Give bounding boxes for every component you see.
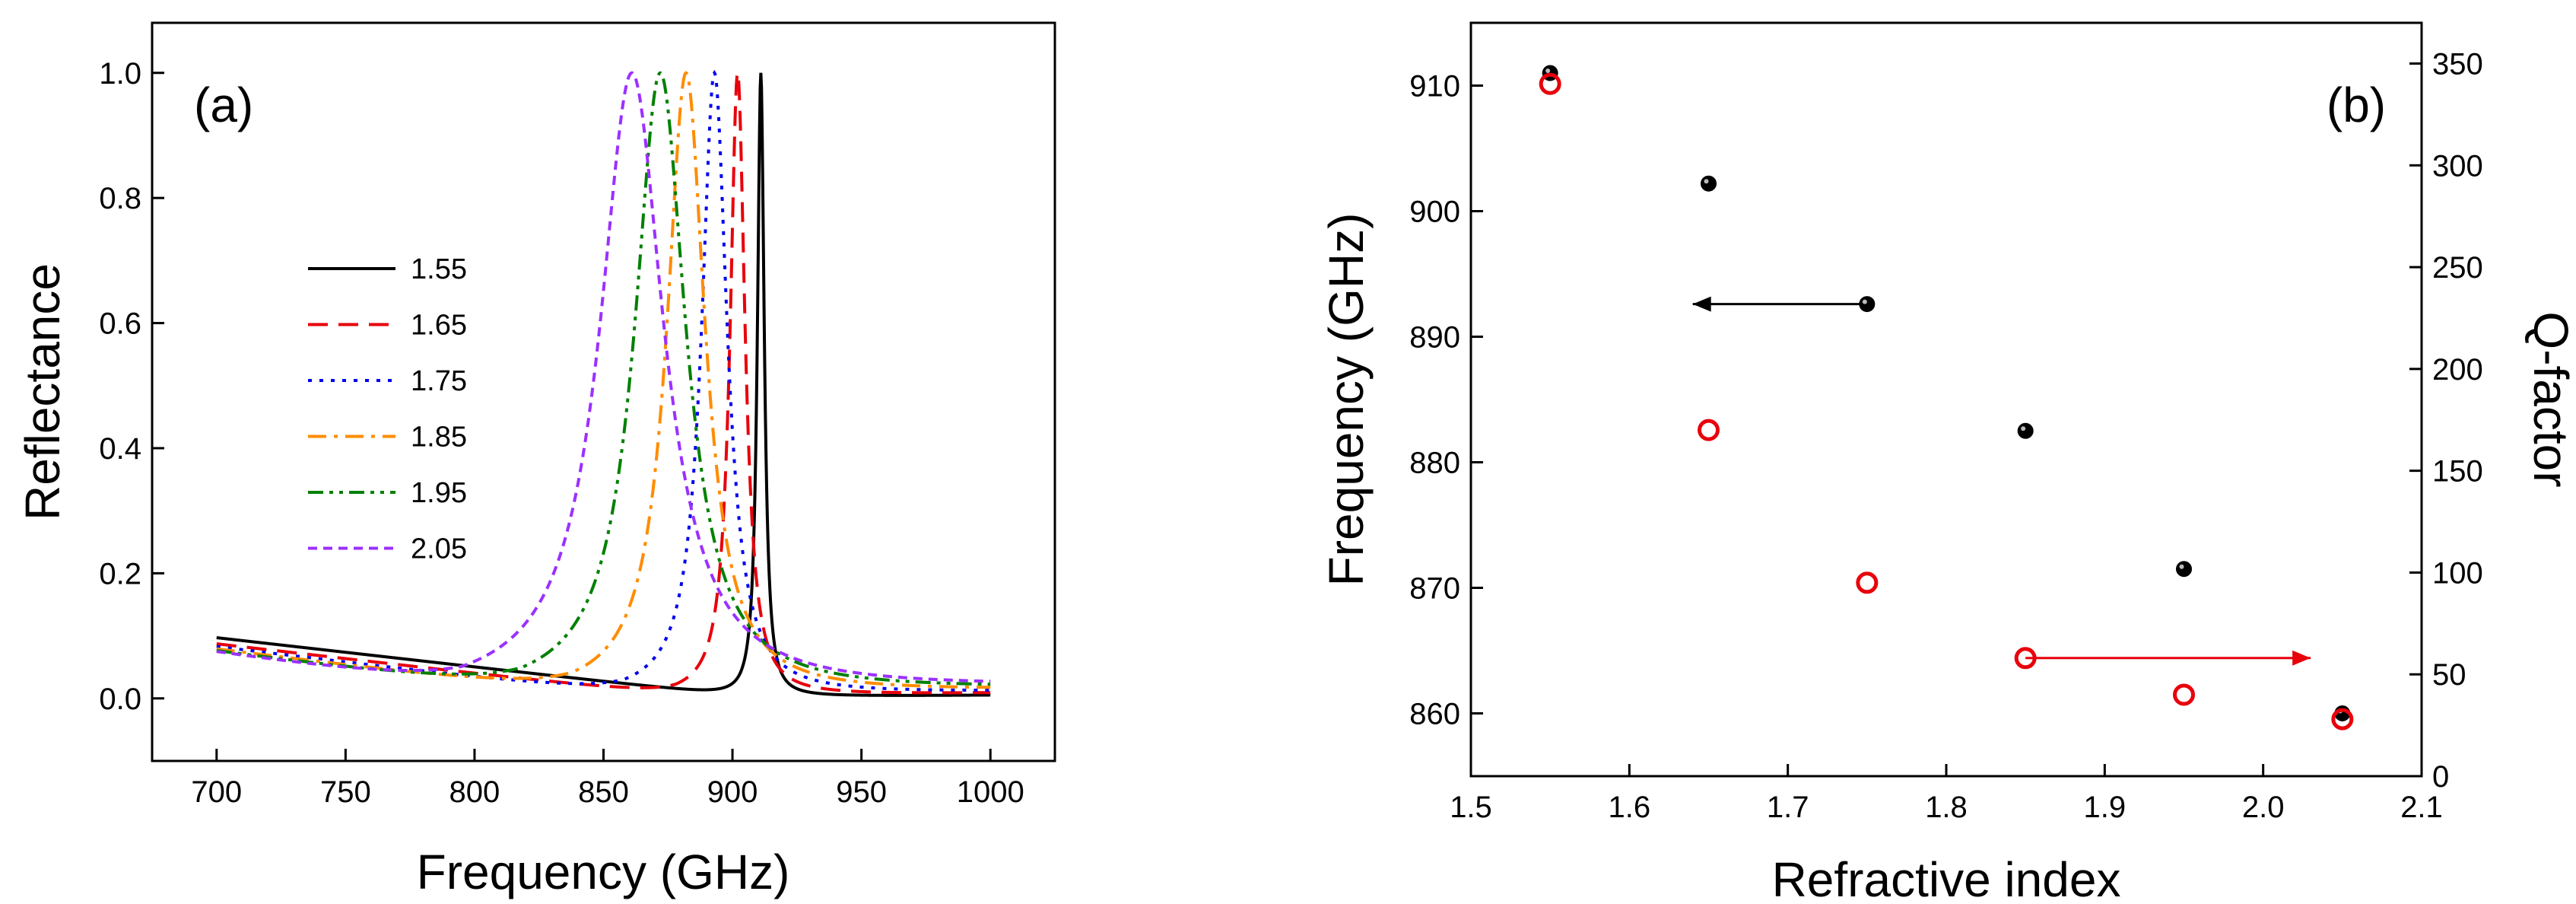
curve-n-1-85: [216, 71, 991, 689]
panel-a-x-axis-label: Frequency (GHz): [417, 845, 790, 899]
panel-b-arrow-head: [2292, 650, 2311, 666]
panel-a-y-tick-label: 0.8: [99, 182, 141, 215]
panel-b-x-tick-label: 1.6: [1609, 791, 1651, 824]
legend-label-1-65: 1.65: [411, 310, 467, 342]
panel-a-legend: 1.55 1.65 1.75 1.85 1.95 2.05: [308, 253, 467, 565]
panel-a: 700 750 800 850 900 950 1000 0.0 0.2 0.4 0.6 0.8 1.…: [15, 21, 1056, 899]
panel-b-y2-tick-label: 50: [2432, 658, 2466, 692]
panel-b-y-tick-label: 900: [1409, 196, 1460, 229]
frequency-point: [2017, 422, 2034, 439]
panel-b-y-ticks: 860 870 880 890 900 910: [1409, 70, 1483, 731]
curve-n-1-55: [216, 72, 991, 697]
panel-b-y2-tick-label: 300: [2432, 149, 2483, 183]
frequency-point: [1859, 296, 1876, 313]
panel-b-x-tick-label: 2.1: [2400, 791, 2443, 824]
panel-b-y-tick-label: 910: [1409, 70, 1460, 103]
panel-a-y-tick-label: 0.6: [99, 307, 141, 341]
legend-label-1-95: 1.95: [411, 477, 467, 509]
panel-b-y2-axis-label: Q-factor: [2524, 311, 2576, 487]
panel-b-x-ticks: 1.5 1.6 1.7 1.8 1.9 2.0 2.1: [1450, 764, 2443, 824]
q-factor-point: [2173, 683, 2195, 706]
panel-a-y-tick-label: 1.0: [99, 57, 141, 91]
panel-a-x-tick-label: 800: [449, 775, 500, 809]
panel-b-y2-tick-label: 150: [2432, 455, 2483, 489]
frequency-point: [1701, 175, 1717, 192]
panel-a-y-axis-label: Reflectance: [15, 263, 70, 520]
panel-b-y2-ticks: 0 50 100 150 200 250 300 350: [2409, 48, 2483, 794]
panel-b-x-tick-label: 1.8: [1925, 791, 1968, 824]
panel-b-arrows: [1692, 296, 2311, 666]
panel-a-x-tick-label: 700: [191, 775, 242, 809]
curve-n-1-95: [216, 71, 991, 686]
panel-a-y-tick-label: 0.4: [99, 432, 141, 466]
frequency-point: [2176, 561, 2192, 578]
panel-b-arrow-head: [1692, 296, 1711, 312]
panel-b-y-tick-label: 860: [1409, 698, 1460, 731]
curve-n-2-05: [216, 71, 991, 683]
frequency-point-highlight: [1862, 299, 1867, 304]
panel-b-points: [1539, 65, 2354, 731]
panel-a-plot-frame: [151, 21, 1056, 762]
panel-a-x-tick-label: 900: [707, 775, 758, 809]
panel-a-y-tick-label: 0.2: [99, 557, 141, 590]
panel-b-y2-tick-label: 100: [2432, 556, 2483, 590]
panel-a-y-tick-label: 0.0: [99, 683, 141, 716]
panel-b-y-tick-label: 870: [1409, 572, 1460, 606]
panel-b-y-axis-label: Frequency (GHz): [1319, 213, 1374, 587]
panel-b-y2-tick-label: 350: [2432, 48, 2483, 81]
panel-b-y2-tick-label: 0: [2432, 760, 2449, 794]
frequency-point-highlight: [1704, 179, 1709, 184]
q-factor-point: [1856, 571, 1879, 594]
q-factor-point: [2331, 708, 2354, 731]
frequency-point-highlight: [2179, 564, 2184, 569]
panel-b-y2-tick-label: 250: [2432, 251, 2483, 285]
panel-a-x-tick-label: 1000: [957, 775, 1024, 809]
q-factor-point: [2014, 647, 2037, 670]
panel-b-x-tick-label: 1.9: [2084, 791, 2127, 824]
panel-b-plot-frame: [1469, 21, 2423, 778]
panel-b: 1.5 1.6 1.7 1.8 1.9 2.0 2.1 860 870 880 890 900 910…: [1319, 21, 2576, 904]
curve-n-1-65: [216, 72, 991, 695]
curve-n-1-75: [216, 69, 991, 692]
panel-a-x-ticks: 700 750 800 850 900 950 1000: [191, 749, 1024, 809]
frequency-point-highlight: [2021, 426, 2026, 431]
panel-b-y-tick-label: 880: [1409, 447, 1460, 480]
panel-b-x-axis-label: Refractive index: [1772, 852, 2121, 904]
panel-b-x-tick-label: 1.7: [1767, 791, 1809, 824]
q-factor-point: [1698, 419, 1720, 441]
legend-label-1-55: 1.55: [411, 253, 467, 285]
panel-b-y2-tick-label: 200: [2432, 353, 2483, 387]
panel-b-x-tick-label: 1.5: [1450, 791, 1492, 824]
panel-b-y-tick-label: 890: [1409, 321, 1460, 355]
panel-a-x-tick-label: 950: [836, 775, 887, 809]
panel-a-x-tick-label: 850: [578, 775, 629, 809]
legend-label-2-05: 2.05: [411, 533, 467, 565]
panel-a-label: (a): [194, 78, 253, 132]
panel-a-x-tick-label: 750: [320, 775, 371, 809]
frequency-point-highlight: [1545, 68, 1551, 73]
legend-label-1-85: 1.85: [411, 422, 467, 454]
q-factor-point: [1539, 72, 1561, 95]
panel-a-y-ticks: 0.0 0.2 0.4 0.6 0.8 1.0: [99, 57, 164, 716]
panel-b-label: (b): [2327, 78, 2386, 132]
panel-b-x-tick-label: 2.0: [2242, 791, 2285, 824]
legend-label-1-75: 1.75: [411, 365, 467, 397]
panel-a-curves: [216, 69, 991, 697]
